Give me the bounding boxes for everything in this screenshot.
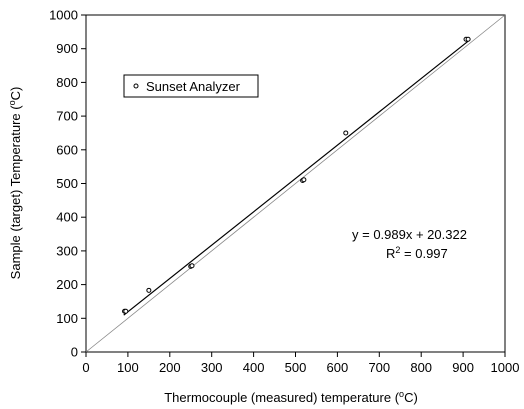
x-axis-title-superscript: o: [399, 389, 404, 399]
y-axis-ticks: [81, 14, 86, 353]
y-tick-label: 500: [56, 176, 78, 191]
x-tick-label: 300: [201, 360, 223, 375]
regression-equation: y = 0.989x + 20.322: [352, 227, 467, 242]
x-axis-title-prefix: Thermocouple (measured) temperature (: [164, 390, 399, 405]
y-tick-label: 400: [56, 210, 78, 225]
legend: Sunset Analyzer: [123, 74, 259, 98]
x-axis-title-suffix: C): [404, 390, 418, 405]
y-axis-title-prefix: Sample (target) Temperature (: [8, 105, 23, 280]
y-axis-title-suffix: C): [8, 87, 23, 101]
x-tick-label: 1000: [491, 360, 520, 375]
x-tick-label: 100: [117, 360, 139, 375]
data-point: [343, 130, 349, 136]
x-axis-tick-labels: 0 100 200 300 400 500 600 700 800 900 1000: [82, 360, 519, 375]
legend-marker: [133, 83, 139, 89]
data-point: [465, 36, 471, 42]
identity-line: [85, 14, 506, 353]
regression-line: [123, 39, 470, 316]
x-tick-label: 400: [243, 360, 265, 375]
y-tick-label: 900: [56, 41, 78, 56]
r-squared-annotation: R2 = 0.997: [386, 245, 448, 261]
x-tick-label: 0: [82, 360, 89, 375]
y-tick-label: 0: [71, 345, 78, 360]
x-axis-ticks: [85, 352, 506, 357]
y-axis-tick-labels: 0 100 200 300 400 500 600 700 800 900 1000: [49, 8, 78, 360]
y-tick-label: 800: [56, 75, 78, 90]
data-point: [123, 308, 129, 314]
r2-prefix: R: [386, 246, 395, 261]
y-tick-label: 100: [56, 311, 78, 326]
data-point: [146, 287, 152, 293]
r2-superscript: 2: [395, 245, 400, 255]
x-tick-label: 900: [452, 360, 474, 375]
x-tick-label: 500: [285, 360, 307, 375]
x-tick-label: 600: [327, 360, 349, 375]
x-tick-label: 700: [368, 360, 390, 375]
r2-value: = 0.997: [400, 246, 447, 261]
x-axis-title: Thermocouple (measured) temperature (oC): [164, 389, 418, 405]
y-tick-label: 1000: [49, 8, 78, 23]
data-point: [189, 263, 195, 269]
y-tick-label: 200: [56, 277, 78, 292]
x-tick-label: 800: [410, 360, 432, 375]
legend-box: [123, 74, 259, 98]
y-tick-label: 600: [56, 142, 78, 157]
y-tick-label: 700: [56, 109, 78, 124]
data-points: [122, 36, 471, 314]
y-tick-label: 300: [56, 243, 78, 258]
y-axis-title: Sample (target) Temperature (oC): [7, 87, 23, 280]
x-tick-label: 200: [159, 360, 181, 375]
data-point: [301, 177, 307, 183]
legend-label: Sunset Analyzer: [146, 79, 241, 94]
y-axis-title-superscript: o: [7, 100, 17, 105]
